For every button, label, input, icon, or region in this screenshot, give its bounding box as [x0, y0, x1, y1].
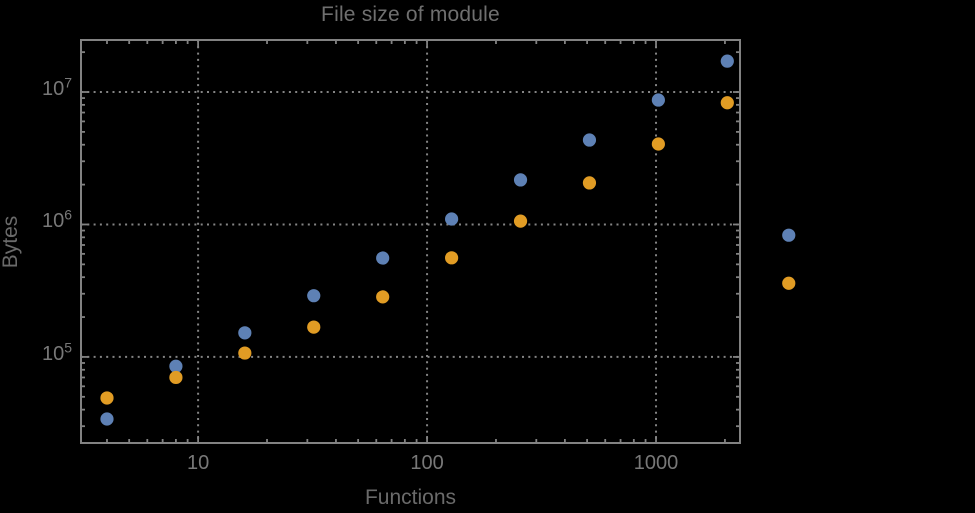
data-point-series-2-orange: [651, 137, 665, 151]
data-point-series-1-blue: [513, 173, 528, 187]
data-point-series-2-orange: [100, 391, 114, 405]
data-point-series-1-blue: [582, 133, 597, 147]
data-point-series-2-orange: [582, 176, 597, 190]
y-tick-label-10e5: 105: [41, 339, 72, 365]
data-point-series-2-orange: [376, 290, 390, 304]
x-axis-label: Functions: [364, 486, 457, 509]
y-tick-label-10e7: 107: [41, 74, 72, 101]
data-point-series-2-orange: [445, 251, 459, 265]
data-point-series-2-orange: [720, 96, 734, 110]
x-tick-label-1000: 1000: [633, 452, 679, 474]
data-point-series-1-blue: [376, 251, 390, 265]
data-point-series-1-blue: [238, 326, 252, 340]
data-point-series-2-orange: [513, 214, 528, 228]
data-point-series-1-blue: [100, 412, 114, 426]
data-point-series-2-orange: [782, 276, 796, 290]
data-point-series-2-orange: [238, 346, 252, 360]
data-point-series-1-blue: [651, 93, 665, 107]
data-point-series-1-blue: [169, 359, 183, 373]
y-tick-label-10e6: 106: [41, 206, 72, 233]
plot-frame: [80, 39, 741, 444]
data-point-series-1-blue: [782, 228, 796, 242]
x-tick-label-10: 10: [186, 452, 210, 474]
data-point-series-1-blue: [445, 212, 459, 226]
data-point-series-2-orange: [169, 370, 183, 385]
data-point-series-1-blue: [720, 54, 734, 68]
chart-title: File size of module: [321, 3, 500, 26]
x-tick-label-100: 100: [410, 452, 444, 474]
data-point-series-1-blue: [307, 289, 321, 303]
data-point-series-2-orange: [307, 320, 321, 334]
